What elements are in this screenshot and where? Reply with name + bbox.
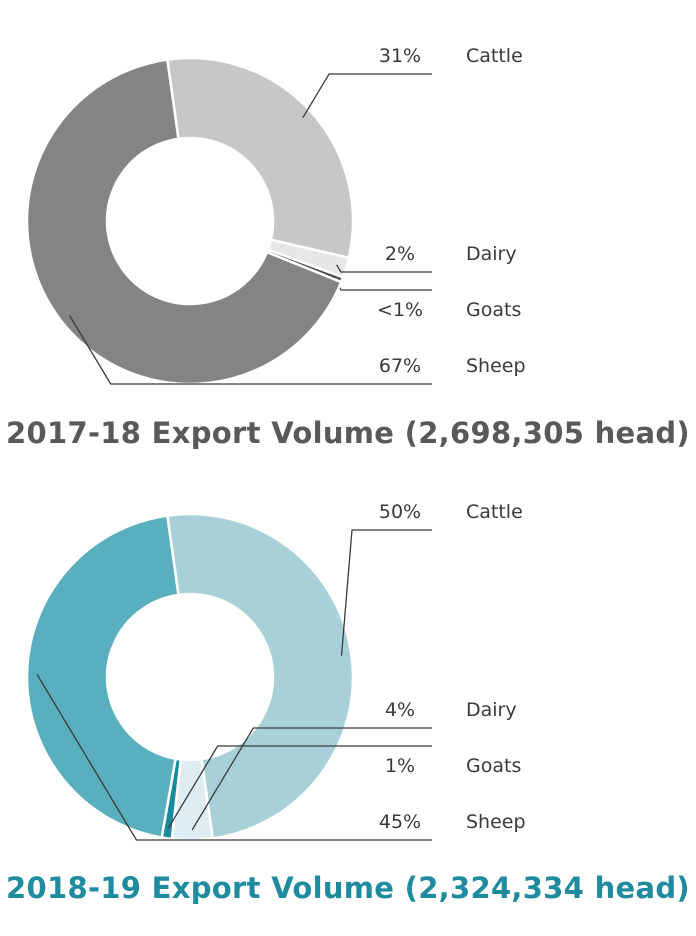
value-label-goats: <1% xyxy=(377,299,423,321)
leader-line-sheep xyxy=(68,314,432,385)
leader-line-goats xyxy=(332,275,432,291)
category-label-sheep: Sheep xyxy=(466,355,526,377)
donut-chart-2017-18: 31% Cattle 2% Dairy <1% Goats 67% Sheep 2017-18… xyxy=(6,45,690,450)
category-label-goats: Goats xyxy=(466,755,521,777)
leader-line-goats xyxy=(167,745,432,829)
donut-svg-2017-18: 31% Cattle 2% Dairy <1% Goats 67% Sheep xyxy=(25,45,526,386)
leader-line-sheep xyxy=(36,673,432,841)
value-label-sheep: 45% xyxy=(379,811,421,833)
category-label-sheep: Sheep xyxy=(466,811,526,833)
chart-title-2017-18: 2017-18 Export Volume (2,698,305 head) xyxy=(6,416,690,450)
value-label-goats: 1% xyxy=(385,755,415,777)
donut-svg-2018-19: 50% Cattle 4% Dairy 1% Goats 45% Sheep xyxy=(25,501,526,842)
category-label-cattle: Cattle xyxy=(466,45,523,67)
value-label-cattle: 50% xyxy=(379,501,421,523)
leader-line-cattle xyxy=(302,73,432,119)
category-label-goats: Goats xyxy=(466,299,521,321)
value-label-cattle: 31% xyxy=(379,45,421,67)
category-label-dairy: Dairy xyxy=(466,699,517,721)
value-label-dairy: 4% xyxy=(385,699,415,721)
leader-line-cattle xyxy=(340,529,432,656)
chart-title-2018-19: 2018-19 Export Volume (2,324,334 head) xyxy=(6,871,690,905)
category-label-cattle: Cattle xyxy=(466,501,523,523)
value-label-sheep: 67% xyxy=(379,355,421,377)
slice-cattle xyxy=(165,56,355,260)
slice-cattle xyxy=(165,512,355,840)
slice-sheep xyxy=(25,514,180,839)
category-label-dairy: Dairy xyxy=(466,243,517,265)
leader-line-dairy xyxy=(191,727,432,831)
value-label-dairy: 2% xyxy=(385,243,415,265)
leader-line-dairy xyxy=(336,264,432,273)
donut-chart-2018-19: 50% Cattle 4% Dairy 1% Goats 45% Sheep 2018-19 … xyxy=(0,456,696,936)
